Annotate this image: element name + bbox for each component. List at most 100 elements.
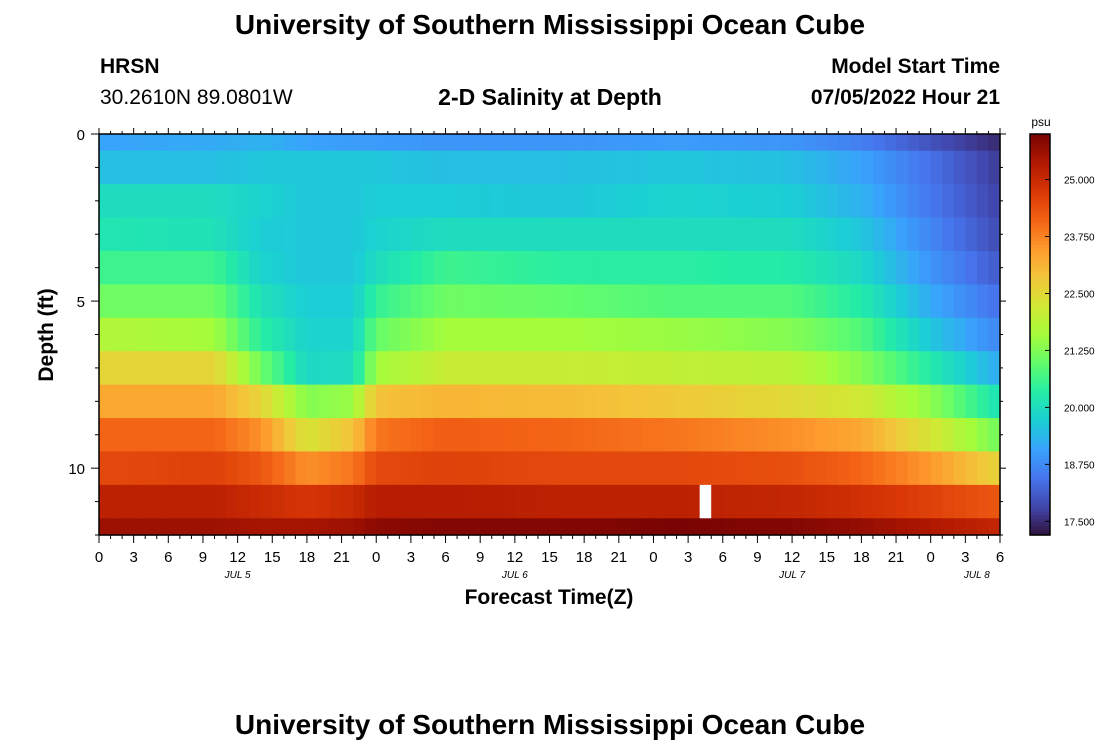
- heatmap-cell: [965, 284, 978, 319]
- heatmap-cell: [976, 317, 990, 352]
- colorbar-segment: [1030, 397, 1050, 402]
- heatmap-cell: [792, 184, 805, 219]
- heatmap-cell: [734, 317, 747, 352]
- heatmap-cell: [318, 351, 331, 386]
- heatmap-cell: [133, 484, 146, 519]
- heatmap-cell: [884, 384, 897, 419]
- heatmap-cell: [133, 351, 146, 386]
- heatmap-cell: [734, 518, 747, 536]
- heatmap-cell: [260, 451, 273, 486]
- colorbar-tick-label: 22.500: [1064, 289, 1095, 300]
- heatmap-cell: [907, 284, 920, 319]
- heatmap-cell: [122, 351, 135, 386]
- heatmap-cell: [249, 250, 262, 285]
- heatmap-cell: [665, 418, 678, 453]
- heatmap-cell: [872, 150, 886, 185]
- heatmap-cell: [526, 518, 539, 536]
- heatmap-cell: [549, 134, 562, 152]
- heatmap-cell: [330, 484, 343, 519]
- heatmap-cell: [549, 351, 562, 386]
- heatmap-cell: [826, 217, 839, 252]
- heatmap-cell: [99, 418, 112, 453]
- heatmap-cell: [445, 217, 458, 252]
- heatmap-cell: [353, 484, 366, 519]
- heatmap-cell: [422, 451, 435, 486]
- heatmap-cell: [318, 150, 331, 185]
- model-start-value: 07/05/2022 Hour 21: [810, 86, 1000, 109]
- heatmap-cell: [942, 418, 955, 453]
- heatmap-cell: [953, 418, 966, 453]
- colorbar-segment: [1030, 184, 1050, 189]
- heatmap-cell: [838, 451, 851, 486]
- colorbar-segment: [1030, 464, 1050, 469]
- heatmap-cell: [757, 284, 770, 319]
- heatmap-cell: [260, 150, 273, 185]
- heatmap-cell: [133, 284, 146, 319]
- heatmap-cell: [491, 317, 504, 352]
- heatmap-cell: [780, 351, 793, 386]
- heatmap-cell: [688, 284, 701, 319]
- heatmap-cell: [283, 351, 296, 386]
- heatmap-cell: [711, 518, 724, 536]
- colorbar-segment: [1030, 471, 1050, 476]
- heatmap-cell: [110, 484, 123, 519]
- heatmap-cell: [942, 134, 955, 152]
- heatmap-cell: [433, 384, 447, 419]
- colorbar-segment: [1030, 331, 1050, 336]
- heatmap-cell: [376, 484, 389, 519]
- colorbar-segment: [1030, 170, 1050, 175]
- heatmap-cell: [595, 150, 608, 185]
- colorbar-segment: [1030, 444, 1050, 449]
- heatmap-cell: [468, 451, 481, 486]
- heatmap-cell: [665, 317, 678, 352]
- heatmap-cell: [214, 250, 227, 285]
- colorbar-segment: [1030, 254, 1050, 259]
- colorbar-segment: [1030, 374, 1050, 379]
- heatmap-cell: [145, 384, 158, 419]
- heatmap-cell: [815, 250, 828, 285]
- heatmap-cell: [584, 184, 597, 219]
- heatmap-cell: [572, 518, 585, 536]
- heatmap-cell: [653, 418, 666, 453]
- heatmap-cell: [722, 284, 735, 319]
- heatmap-cell: [838, 518, 851, 536]
- heatmap-cell: [295, 418, 308, 453]
- heatmap-cell: [191, 384, 204, 419]
- heatmap-cell: [330, 150, 343, 185]
- heatmap-cell: [780, 484, 793, 519]
- heatmap-cell: [826, 250, 839, 285]
- heatmap-cell: [156, 217, 169, 252]
- colorbar-segment: [1030, 361, 1050, 366]
- heatmap-cell: [561, 317, 574, 352]
- heatmap-cell: [353, 184, 366, 219]
- heatmap-cell: [445, 518, 458, 536]
- heatmap-cell: [757, 150, 770, 185]
- heatmap-cell: [607, 184, 620, 219]
- heatmap-cell: [283, 150, 296, 185]
- heatmap-cell: [260, 351, 273, 386]
- heatmap-cell: [803, 418, 816, 453]
- heatmap-cell: [572, 284, 585, 319]
- heatmap-cell: [410, 250, 424, 285]
- heatmap-cell: [988, 418, 1001, 453]
- heatmap-cell: [537, 518, 551, 536]
- heatmap-cell: [907, 217, 920, 252]
- heatmap-cell: [468, 250, 481, 285]
- heatmap-cell: [306, 518, 320, 536]
- colorbar-segment: [1030, 528, 1050, 533]
- heatmap-cell: [768, 351, 782, 386]
- heatmap-cell: [572, 134, 585, 152]
- heatmap-cell: [768, 184, 782, 219]
- heatmap-cell: [156, 384, 169, 419]
- heatmap-cell: [815, 150, 828, 185]
- heatmap-cell: [110, 150, 123, 185]
- heatmap-cell: [457, 150, 470, 185]
- colorbar-segment: [1030, 287, 1050, 292]
- heatmap-cell: [168, 518, 181, 536]
- colorbar-segment: [1030, 317, 1050, 322]
- heatmap-cell: [976, 250, 990, 285]
- heatmap-cell: [330, 217, 343, 252]
- heatmap-cell: [965, 418, 978, 453]
- colorbar-segment: [1030, 240, 1050, 245]
- date-label: JUL 5: [224, 570, 251, 581]
